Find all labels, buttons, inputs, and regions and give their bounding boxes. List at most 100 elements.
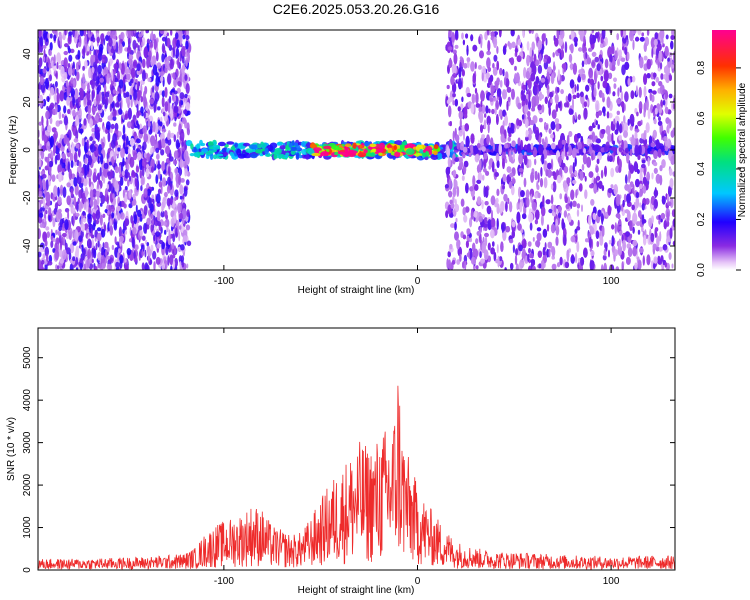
heatmap-cell bbox=[564, 41, 568, 54]
heatmap-cell bbox=[164, 66, 168, 74]
heatmap-cell bbox=[129, 138, 135, 147]
heatmap-cell bbox=[176, 87, 181, 94]
heatmap-cell bbox=[185, 155, 190, 165]
heatmap-cell bbox=[143, 111, 146, 119]
heatmap-cell bbox=[119, 235, 124, 243]
heatmap-cell bbox=[182, 193, 185, 200]
heatmap-cell bbox=[114, 166, 120, 174]
heatmap-cell bbox=[38, 190, 43, 198]
heatmap-cell bbox=[55, 229, 58, 235]
heatmap-cell bbox=[95, 242, 98, 251]
heatmap-cell bbox=[636, 111, 639, 117]
heatmap-cell bbox=[76, 71, 80, 82]
heatmap-cell bbox=[349, 150, 358, 154]
heatmap-cell bbox=[130, 97, 133, 108]
heatmap-cell bbox=[93, 146, 97, 151]
heatmap-cell bbox=[184, 168, 188, 176]
heatmap-cell bbox=[393, 144, 398, 151]
heatmap-cell bbox=[59, 184, 64, 196]
heatmap-cell bbox=[557, 69, 561, 82]
heatmap-cell bbox=[122, 228, 125, 234]
heatmap-cell bbox=[97, 84, 102, 92]
heatmap-cell bbox=[614, 50, 618, 61]
heatmap-cell bbox=[159, 240, 164, 245]
heatmap-cell bbox=[185, 102, 191, 111]
heatmap-cell bbox=[113, 222, 118, 231]
heatmap-cell bbox=[274, 147, 282, 155]
heatmap-cell bbox=[44, 239, 48, 247]
heatmap-cell bbox=[164, 229, 167, 235]
heatmap-cell bbox=[496, 77, 500, 84]
heatmap-cell bbox=[158, 181, 163, 188]
heatmap-cell bbox=[570, 62, 573, 71]
heatmap-cell bbox=[179, 159, 184, 169]
heatmap-cell bbox=[59, 258, 65, 264]
heatmap-cell bbox=[624, 91, 629, 103]
heatmap-cell bbox=[174, 196, 177, 201]
heatmap-cell bbox=[172, 202, 176, 208]
heatmap-cell bbox=[140, 176, 144, 186]
heatmap-cell bbox=[120, 212, 125, 220]
heatmap-cell bbox=[160, 210, 165, 218]
heatmap-cell bbox=[80, 88, 84, 100]
heatmap-cell bbox=[38, 30, 42, 38]
heatmap-cell bbox=[106, 194, 110, 205]
heatmap-cell bbox=[122, 124, 126, 136]
heatmap-cell bbox=[39, 223, 45, 228]
heatmap-cell bbox=[537, 172, 540, 183]
heatmap-cell bbox=[155, 51, 159, 62]
heatmap-cell bbox=[475, 238, 479, 245]
heatmap-cell bbox=[78, 189, 83, 199]
heatmap-cell bbox=[56, 62, 59, 70]
heatmap-cell bbox=[50, 240, 54, 248]
heatmap-cell bbox=[145, 184, 149, 189]
heatmap-cell bbox=[126, 73, 131, 81]
heatmap-cell bbox=[151, 166, 154, 173]
heatmap-cell bbox=[105, 97, 109, 106]
heatmap-cell bbox=[72, 207, 76, 214]
heatmap-cell bbox=[606, 111, 610, 119]
heatmap-cell bbox=[90, 41, 94, 51]
heatmap-cell bbox=[130, 67, 136, 79]
heatmap-cell bbox=[173, 159, 178, 165]
heatmap-cell bbox=[91, 238, 95, 249]
heatmap-cell bbox=[66, 96, 70, 106]
heatmap-cell bbox=[452, 130, 455, 141]
heatmap-cell bbox=[167, 102, 171, 114]
heatmap-cell bbox=[79, 128, 84, 134]
heatmap-cell bbox=[185, 35, 190, 40]
heatmap-cell bbox=[446, 84, 450, 90]
heatmap-cell bbox=[135, 32, 140, 39]
heatmap-cell bbox=[61, 153, 66, 160]
heatmap-cell bbox=[146, 224, 150, 230]
heatmap-cell bbox=[181, 262, 185, 268]
heatmap-cell bbox=[148, 197, 152, 209]
heatmap-cell bbox=[141, 145, 145, 152]
heatmap-cell bbox=[93, 98, 97, 107]
heatmap-cell bbox=[161, 43, 165, 54]
heatmap-cell bbox=[124, 219, 127, 228]
heatmap-cell bbox=[47, 153, 52, 159]
heatmap-cell bbox=[161, 160, 166, 172]
heatmap-cell bbox=[45, 156, 50, 163]
heatmap-cell bbox=[82, 210, 86, 216]
heatmap-cell bbox=[152, 121, 156, 133]
heatmap-cell bbox=[529, 222, 533, 231]
heatmap-cell bbox=[161, 36, 167, 42]
heatmap-cell bbox=[88, 155, 93, 166]
heatmap-cell bbox=[43, 48, 46, 58]
heatmap-cell bbox=[73, 196, 77, 206]
heatmap-cell bbox=[102, 213, 106, 218]
heatmap-cell bbox=[85, 259, 91, 269]
heatmap-cell bbox=[108, 161, 113, 166]
heatmap-cell bbox=[43, 218, 46, 223]
heatmap-cell bbox=[581, 60, 585, 68]
heatmap-cell bbox=[76, 166, 82, 173]
heatmap-cell bbox=[53, 185, 58, 198]
heatmap-cell bbox=[112, 89, 117, 95]
heatmap-cell bbox=[60, 146, 65, 152]
heatmap-cell bbox=[140, 185, 143, 192]
heatmap-cell bbox=[123, 83, 126, 92]
heatmap-cell bbox=[44, 78, 49, 90]
heatmap-cell bbox=[512, 244, 516, 254]
